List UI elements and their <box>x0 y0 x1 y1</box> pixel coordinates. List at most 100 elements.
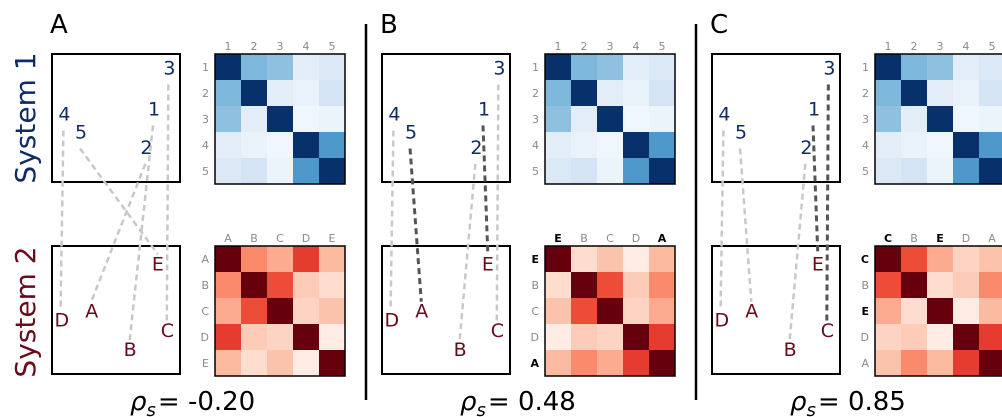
matrix-cell <box>927 54 953 80</box>
matrix-tick-left: 3 <box>532 113 539 126</box>
system-2-embedding-box <box>711 245 841 375</box>
matrix-cell <box>979 246 1002 272</box>
matrix-cell <box>649 158 675 184</box>
matrix-cell <box>241 158 267 184</box>
matrix-tick-top: 5 <box>989 40 996 53</box>
matrix-tick-top: 2 <box>581 40 588 53</box>
link-4-D <box>389 130 395 311</box>
matrix-cell <box>319 54 345 80</box>
matrix-tick-left: 2 <box>532 87 539 100</box>
matrix-frame <box>874 53 1002 185</box>
link-3-C <box>165 84 170 321</box>
matrix-tick-top: E <box>329 232 336 245</box>
matrix-cell <box>571 298 597 324</box>
system-1-point: 1 <box>808 98 820 120</box>
matrix-tick-left: 5 <box>862 165 869 178</box>
link-5-E <box>79 147 159 256</box>
matrix-cell <box>597 246 623 272</box>
matrix-cell <box>293 106 319 132</box>
system-1-similarity-matrix: 1 1 2 2 3 3 4 4 5 5 <box>202 40 346 185</box>
system-2-point: B <box>784 339 797 361</box>
matrix-tick-top: 4 <box>963 40 970 53</box>
matrix-cell <box>953 132 979 158</box>
matrix-tick-left: 4 <box>862 139 869 152</box>
matrix-cell <box>875 80 901 106</box>
matrix-cell <box>649 106 675 132</box>
system-1-point: 4 <box>718 104 730 126</box>
matrix-cell <box>927 158 953 184</box>
matrix-cell <box>623 350 649 376</box>
matrix-cell <box>901 106 927 132</box>
system-1-point: 5 <box>735 121 747 143</box>
matrix-tick-top: B <box>580 232 588 245</box>
matrix-cell <box>267 350 293 376</box>
matrix-tick-top: 1 <box>225 40 232 53</box>
matrix-cell <box>293 272 319 298</box>
matrix-tick-left: 5 <box>532 165 539 178</box>
matrix-cell <box>597 80 623 106</box>
matrix-tick-left: 5 <box>202 165 209 178</box>
matrix-cell <box>319 324 345 350</box>
matrix-tick-left: B <box>531 279 539 292</box>
system-2-point: D <box>385 310 400 332</box>
system-1-point: 3 <box>163 57 175 79</box>
matrix-frame <box>214 53 346 185</box>
system-1-point: 2 <box>140 137 152 159</box>
matrix-cell <box>319 272 345 298</box>
link-1-B <box>128 125 155 341</box>
matrix-cell <box>953 80 979 106</box>
matrix-tick-left: D <box>861 331 869 344</box>
link-1-E <box>811 125 820 255</box>
spearman-rho-label: ρs= -0.20 <box>130 387 255 417</box>
matrix-cell <box>293 298 319 324</box>
matrix-cell <box>979 158 1002 184</box>
matrix-cell <box>215 80 241 106</box>
matrix-tick-left: A <box>861 357 869 370</box>
matrix-cell <box>267 54 293 80</box>
matrix-cell <box>597 298 623 324</box>
system-1-point: 1 <box>148 98 160 120</box>
matrix-cell <box>241 298 267 324</box>
matrix-cell <box>901 272 927 298</box>
matrix-cell <box>901 298 927 324</box>
matrix-cell <box>241 54 267 80</box>
panel-letter: A <box>50 10 68 40</box>
matrix-tick-top: E <box>554 232 562 245</box>
matrix-cell <box>979 106 1002 132</box>
matrix-cell <box>597 158 623 184</box>
matrix-cell <box>267 158 293 184</box>
system-2-point: C <box>491 320 504 342</box>
matrix-cell <box>293 54 319 80</box>
matrix-cell <box>927 80 953 106</box>
matrix-cell <box>241 324 267 350</box>
system-1-label: System 1 <box>9 52 42 183</box>
matrix-cell <box>979 350 1002 376</box>
matrix-cell <box>545 158 571 184</box>
matrix-cell <box>293 132 319 158</box>
matrix-cell <box>545 246 571 272</box>
matrix-cell <box>293 246 319 272</box>
link-5-A <box>408 148 423 302</box>
matrix-tick-left: B <box>201 279 209 292</box>
matrix-cell <box>571 272 597 298</box>
matrix-cell <box>953 54 979 80</box>
matrix-tick-left: A <box>530 357 539 370</box>
matrix-cell <box>241 350 267 376</box>
matrix-cell <box>215 350 241 376</box>
system-2-point: A <box>745 301 758 323</box>
system-2-point: D <box>715 310 730 332</box>
matrix-cell <box>597 324 623 350</box>
system-2-point: E <box>152 253 164 275</box>
matrix-cell <box>267 80 293 106</box>
matrix-cell <box>901 350 927 376</box>
matrix-cell <box>571 246 597 272</box>
system-2-point: C <box>821 320 834 342</box>
matrix-cell <box>267 298 293 324</box>
matrix-tick-left: 1 <box>532 61 539 74</box>
link-1-E <box>481 125 490 255</box>
matrix-cell <box>927 298 953 324</box>
